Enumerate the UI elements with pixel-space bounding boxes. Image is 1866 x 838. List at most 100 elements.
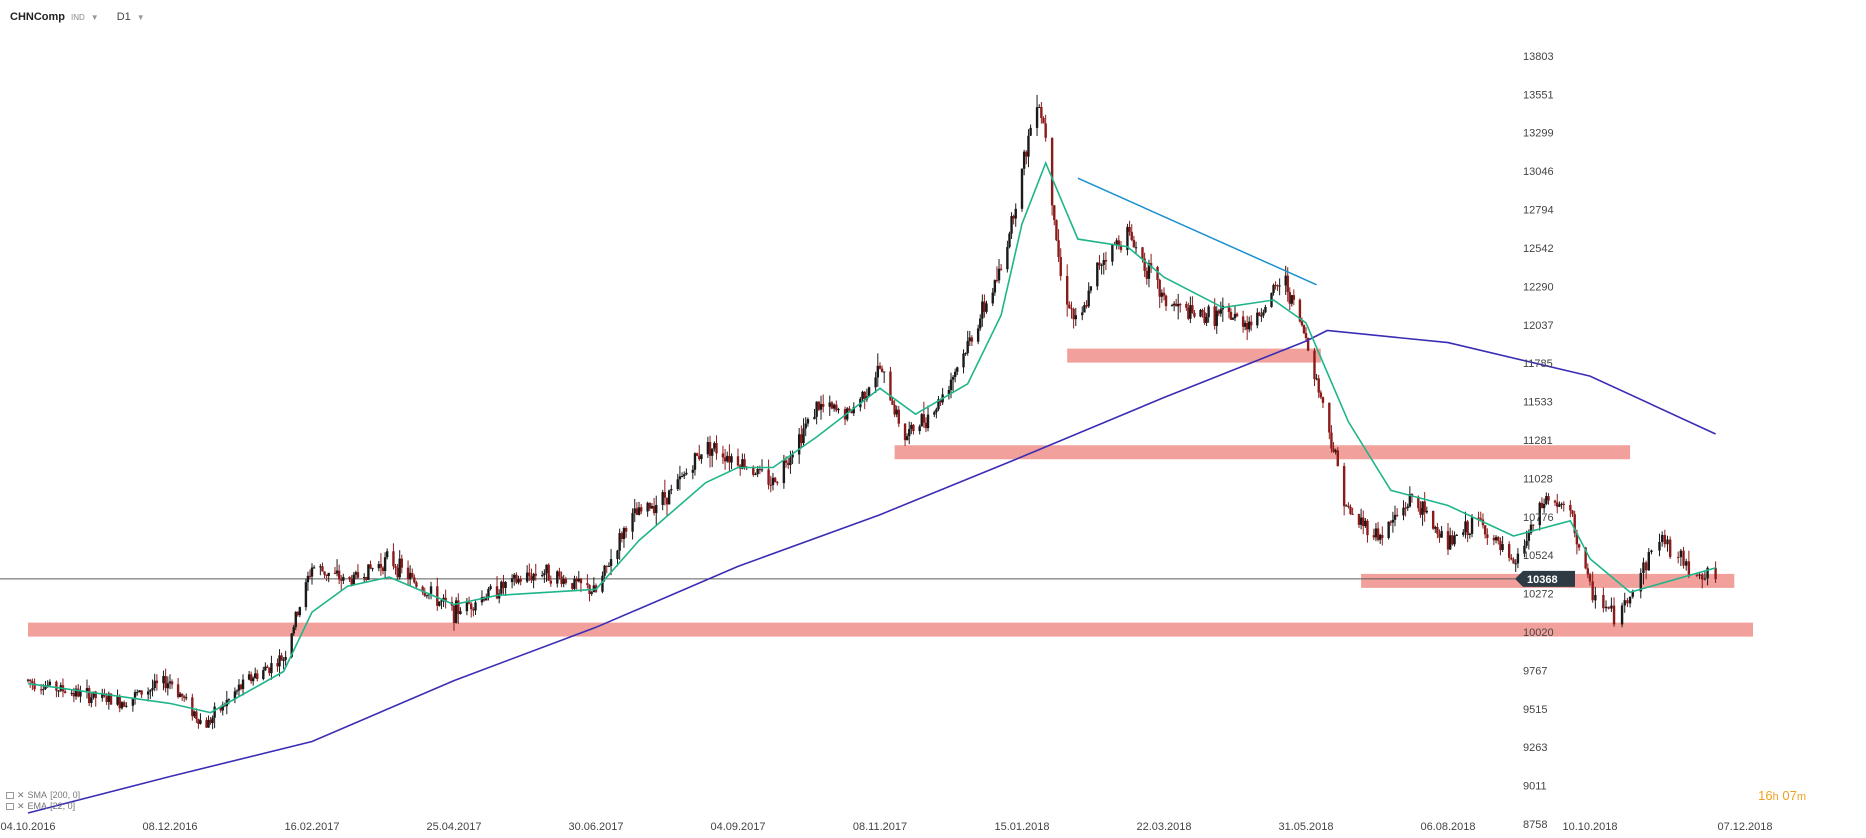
legend-ema[interactable]: ✕ EMA [22, 0]: [6, 801, 80, 812]
candle-body: [146, 691, 150, 695]
candle-body: [237, 684, 241, 691]
candle-body: [125, 705, 128, 707]
candle-body: [800, 434, 803, 444]
y-tick-label: 9011: [1523, 780, 1547, 792]
candle-body: [1022, 151, 1026, 169]
legend-sma[interactable]: ✕ SMA [200, 0]: [6, 790, 80, 801]
candle-body: [652, 506, 656, 514]
candle-body: [997, 268, 1001, 281]
candle-body: [342, 576, 345, 581]
candle-body: [325, 574, 328, 576]
candle-body: [48, 681, 52, 686]
chart-toolbar: CHNComp IND ▼ D1 ▼: [10, 8, 157, 26]
candle-body: [87, 688, 91, 704]
candle-body: [185, 697, 188, 699]
candle-body: [1497, 537, 1500, 541]
candle-body: [350, 578, 353, 585]
candle-body: [1362, 517, 1365, 527]
indicator-legend: ✕ SMA [200, 0] ✕ EMA [22, 0]: [6, 790, 80, 812]
candle-body: [728, 455, 731, 463]
candle-body: [1650, 550, 1653, 553]
candle-body: [1179, 303, 1182, 305]
candle-body: [579, 578, 583, 584]
x-tick-label: 08.11.2017: [853, 821, 907, 833]
y-tick-label: 13046: [1523, 166, 1554, 178]
candle-body: [683, 474, 686, 477]
support-zone[interactable]: [1067, 348, 1321, 363]
indicator-settings-icon[interactable]: [6, 803, 14, 810]
timeframe-label[interactable]: D1: [116, 11, 131, 23]
candle-body: [1170, 305, 1174, 307]
candle-body: [256, 673, 259, 680]
candle-body: [603, 565, 606, 576]
support-zone[interactable]: [28, 622, 1754, 637]
candle-body: [1276, 285, 1279, 287]
y-tick-label: 13551: [1523, 89, 1554, 101]
candle-body: [1668, 539, 1672, 557]
candle-body: [1571, 510, 1574, 515]
candle-body: [985, 303, 988, 312]
candle-body: [1628, 596, 1632, 604]
candle-body: [166, 683, 170, 689]
candle-body: [648, 502, 651, 509]
candle-body: [1419, 508, 1422, 515]
candle-body: [710, 448, 714, 456]
candle-body: [1698, 574, 1701, 576]
candle-body: [1499, 540, 1502, 550]
candle-body: [153, 680, 156, 689]
candle-body: [1347, 505, 1350, 507]
candle-body: [474, 602, 477, 611]
candle-body: [1141, 247, 1144, 259]
candle-body: [1359, 517, 1363, 525]
candle-body: [670, 489, 673, 491]
support-zone[interactable]: [894, 445, 1631, 460]
candle-body: [306, 575, 310, 583]
close-icon[interactable]: ✕: [17, 801, 25, 811]
candle-body: [502, 581, 505, 588]
y-tick-label: 9767: [1523, 665, 1547, 677]
indicator-settings-icon[interactable]: [6, 792, 14, 799]
timeframe-dropdown-icon[interactable]: ▼: [136, 12, 145, 22]
candle-body: [400, 558, 403, 568]
symbol-label[interactable]: CHNComp: [10, 11, 65, 23]
candle-body: [1440, 531, 1443, 538]
candle-body: [1455, 534, 1458, 536]
candle-body: [1286, 275, 1289, 293]
candle-body: [26, 679, 30, 681]
close-icon[interactable]: ✕: [17, 790, 25, 800]
candle-body: [1351, 513, 1354, 515]
candle-body: [312, 567, 316, 569]
candle-body: [340, 579, 343, 581]
candle-body: [573, 578, 576, 589]
candle-body: [1448, 535, 1452, 550]
candle-body: [962, 353, 965, 368]
candle-body: [908, 429, 911, 437]
candles: [26, 94, 1717, 730]
candle-body: [1404, 507, 1407, 509]
y-tick-label: 9263: [1523, 742, 1547, 754]
candle-body: [1317, 378, 1320, 393]
candle-body: [1012, 216, 1015, 219]
candle-body: [1055, 220, 1058, 241]
y-tick-label: 9515: [1523, 704, 1547, 716]
downtrend-line[interactable]: [1077, 177, 1317, 286]
candle-body: [394, 566, 397, 568]
candle-body: [1102, 260, 1105, 265]
candle-body: [609, 559, 613, 566]
candle-body: [1525, 540, 1528, 546]
candle-body: [1527, 533, 1531, 541]
x-tick-label: 04.09.2017: [710, 821, 765, 833]
symbol-dropdown-icon[interactable]: ▼: [90, 12, 99, 22]
candle-body: [1545, 496, 1548, 505]
candle-body: [421, 586, 424, 593]
candle-body: [1577, 544, 1581, 548]
candle-body: [90, 697, 93, 704]
candle-body: [348, 576, 351, 579]
candle-body: [830, 402, 834, 409]
candle-body: [698, 455, 701, 460]
ema-22-line[interactable]: [27, 160, 1716, 714]
sma-200-line[interactable]: [27, 329, 1716, 814]
candle-body: [802, 428, 805, 444]
candle-body: [685, 472, 688, 475]
